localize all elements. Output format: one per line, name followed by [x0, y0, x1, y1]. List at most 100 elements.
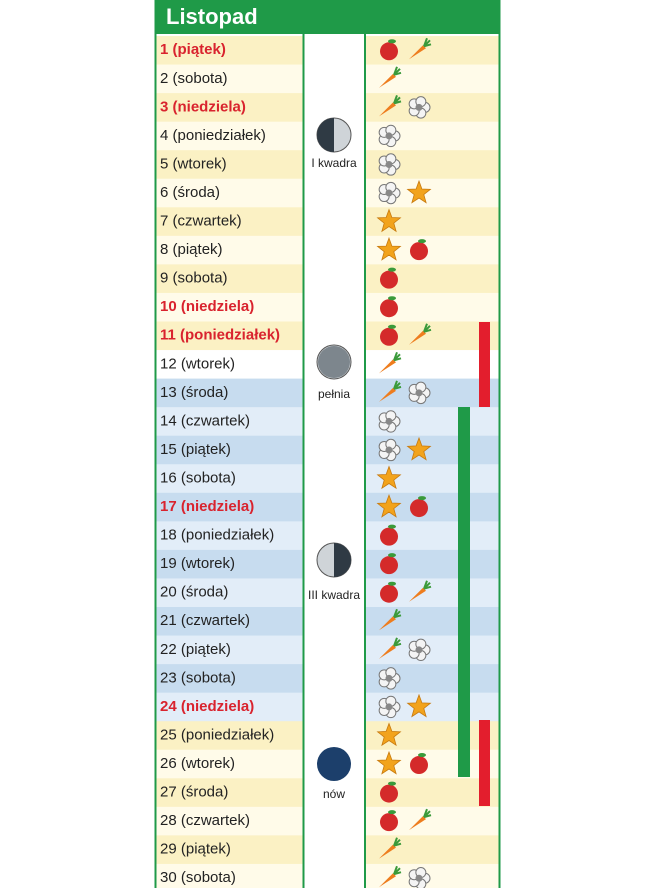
month-title: Listopad — [166, 4, 258, 29]
carrot-icon — [379, 616, 396, 631]
day-label: 20 (środa) — [160, 584, 228, 601]
apple-icon — [380, 527, 398, 546]
apple-leaf — [418, 753, 426, 758]
carrot-icon — [409, 45, 426, 60]
day-icons — [378, 410, 401, 433]
leaf-icon — [406, 693, 432, 718]
flower-center — [385, 132, 393, 140]
day-label: 15 (piątek) — [160, 441, 231, 458]
day-label: 1 (piątek) — [160, 41, 226, 58]
day-label: 9 (sobota) — [160, 270, 228, 287]
day-label: 22 (piątek) — [160, 641, 231, 658]
day-label: 8 (piątek) — [160, 241, 223, 258]
moon-shadow — [317, 118, 334, 152]
day-label: 17 (niedziela) — [160, 498, 254, 515]
red-period — [479, 720, 490, 806]
day-icons — [379, 865, 431, 890]
day-label: 6 (środa) — [160, 184, 220, 201]
day-icons — [378, 124, 401, 148]
day-label: 12 (wtorek) — [160, 355, 235, 372]
carrot-icon — [409, 587, 426, 602]
carrot-top — [423, 323, 432, 333]
day-label: 10 (niedziela) — [160, 298, 254, 315]
day-label: 24 (niedziela) — [160, 698, 254, 715]
day-icons — [380, 296, 398, 318]
apple-icon — [410, 499, 428, 518]
day-icons — [380, 553, 398, 575]
leaf-icon — [376, 208, 402, 233]
carrot-top — [423, 580, 432, 590]
day-label: 11 (poniedziałek) — [160, 327, 280, 344]
moon-column — [304, 34, 364, 888]
day-label: 19 (wtorek) — [160, 555, 235, 572]
carrot-icon — [379, 844, 396, 859]
apple-leaf — [388, 581, 396, 586]
day-label: 30 (sobota) — [160, 869, 236, 886]
flower-center — [385, 417, 393, 425]
carrot-top — [393, 66, 402, 76]
apple-leaf — [418, 496, 426, 501]
day-icons — [380, 580, 432, 603]
day-label: 26 (wtorek) — [160, 755, 235, 772]
flower-center — [385, 446, 393, 454]
day-icons — [380, 781, 398, 803]
day-icons — [380, 267, 398, 289]
carrot-icon — [379, 873, 396, 888]
carrot-top — [393, 608, 402, 619]
apple-icon — [380, 327, 398, 346]
day-icons — [379, 837, 402, 859]
carrot-icon — [409, 330, 426, 345]
carrot-top — [393, 865, 402, 876]
apple-icon — [380, 299, 398, 318]
leaf-icon — [406, 179, 432, 204]
apple-icon — [410, 756, 428, 775]
carrot-top — [393, 95, 402, 105]
flower-center — [415, 874, 423, 882]
day-icons — [378, 693, 432, 719]
day-icons — [379, 351, 402, 374]
apple-icon — [380, 584, 398, 603]
apple-leaf — [388, 267, 396, 272]
day-icons — [379, 608, 402, 631]
moon-shadow — [334, 543, 351, 577]
flower-center — [415, 646, 423, 654]
carrot-icon — [409, 816, 426, 831]
day-icons — [376, 465, 402, 490]
day-label: 2 (sobota) — [160, 70, 228, 87]
green-period — [458, 407, 470, 777]
day-icons — [379, 66, 402, 88]
apple-leaf — [388, 781, 396, 786]
apple-leaf — [388, 524, 396, 529]
moon-label: III kwadra — [308, 588, 360, 602]
day-label: 4 (poniedziałek) — [160, 127, 266, 144]
moon-icon — [317, 747, 351, 781]
day-label: 23 (sobota) — [160, 669, 236, 686]
apple-leaf — [388, 810, 396, 815]
carrot-top — [423, 37, 432, 48]
apple-icon — [410, 242, 428, 261]
apple-leaf — [388, 39, 396, 44]
flower-center — [385, 189, 393, 197]
red-period — [479, 322, 490, 407]
moon-label: I kwadra — [311, 156, 357, 170]
day-icons — [380, 808, 432, 832]
day-icons — [379, 637, 431, 662]
carrot-icon — [379, 102, 396, 117]
day-icons — [379, 95, 431, 119]
flower-center — [385, 703, 393, 711]
carrot-icon — [379, 387, 396, 402]
day-label: 21 (czwartek) — [160, 612, 250, 629]
day-label: 7 (czwartek) — [160, 213, 242, 230]
carrot-icon — [379, 359, 396, 374]
day-icons — [376, 208, 402, 233]
header — [155, 0, 500, 34]
moon-label: pełnia — [318, 387, 350, 401]
apple-icon — [380, 42, 398, 61]
apple-leaf — [388, 296, 396, 301]
day-icons — [376, 750, 428, 775]
day-label: 3 (niedziela) — [160, 98, 246, 115]
day-label: 25 (poniedziałek) — [160, 726, 274, 743]
leaf-icon — [406, 436, 432, 461]
carrot-icon — [379, 644, 396, 659]
